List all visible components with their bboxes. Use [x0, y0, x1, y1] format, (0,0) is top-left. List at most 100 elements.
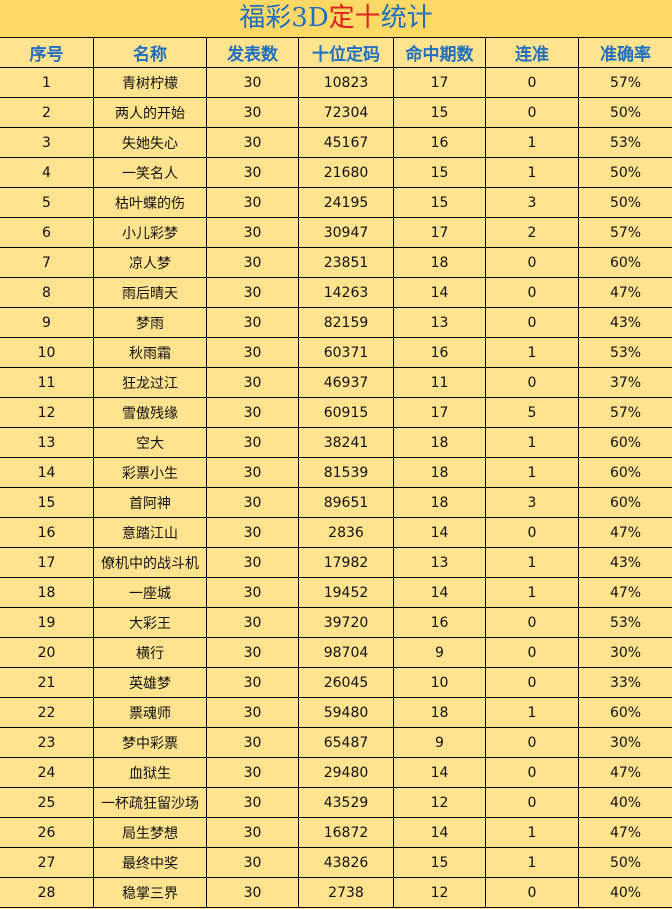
table-cell: 30 — [207, 488, 299, 518]
table-cell: 1 — [486, 848, 579, 878]
table-cell: 2738 — [299, 878, 394, 908]
table-cell: 1 — [486, 818, 579, 848]
table-cell: 30 — [207, 728, 299, 758]
table-cell: 60915 — [299, 398, 394, 428]
table-cell: 30 — [207, 458, 299, 488]
table-cell: 13 — [394, 548, 486, 578]
table-cell: 1 — [486, 458, 579, 488]
table-cell: 5 — [0, 188, 94, 218]
table-cell: 26 — [0, 818, 94, 848]
title-part: 福彩3D — [239, 3, 329, 33]
table-cell: 0 — [486, 668, 579, 698]
table-cell: 最终中奖 — [94, 848, 207, 878]
table-cell: 38241 — [299, 428, 394, 458]
table-cell: 0 — [486, 728, 579, 758]
table-cell: 0 — [486, 878, 579, 908]
table-cell: 23 — [0, 728, 94, 758]
table-cell: 16 — [394, 338, 486, 368]
table-cell: 3 — [486, 488, 579, 518]
title-part: 统计 — [380, 3, 433, 33]
table-cell: 47% — [579, 818, 672, 848]
table-cell: 43% — [579, 548, 672, 578]
table-cell: 13 — [394, 308, 486, 338]
header-cell: 十位定码 — [299, 38, 394, 68]
table-cell: 0 — [486, 278, 579, 308]
table-cell: 0 — [486, 68, 579, 98]
table-cell: 30 — [207, 578, 299, 608]
table-cell: 24195 — [299, 188, 394, 218]
table-cell: 30 — [207, 548, 299, 578]
table-cell: 26045 — [299, 668, 394, 698]
table-cell: 一笑名人 — [94, 158, 207, 188]
table-cell: 14 — [394, 278, 486, 308]
table-cell: 50% — [579, 848, 672, 878]
table-cell: 47% — [579, 518, 672, 548]
table-cell: 30 — [207, 98, 299, 128]
table-cell: 一杯疏狂留沙场 — [94, 788, 207, 818]
table-cell: 57% — [579, 398, 672, 428]
table-cell: 30 — [207, 188, 299, 218]
table-cell: 3 — [486, 188, 579, 218]
table-cell: 60% — [579, 458, 672, 488]
table-cell: 47% — [579, 278, 672, 308]
table-cell: 40% — [579, 788, 672, 818]
table-cell: 60% — [579, 428, 672, 458]
table-cell: 9 — [394, 638, 486, 668]
table-cell: 30947 — [299, 218, 394, 248]
table-cell: 梦中彩票 — [94, 728, 207, 758]
table-cell: 30 — [207, 638, 299, 668]
table-cell: 60% — [579, 698, 672, 728]
table-cell: 30 — [207, 218, 299, 248]
table: 序号 名称 发表数 十位定码 命中期数 连准 准确率 1 青树柠檬 30 10823 17 0 57% 2 两… — [0, 38, 672, 908]
table-cell: 29480 — [299, 758, 394, 788]
table-cell: 1 — [486, 428, 579, 458]
table-cell: 17982 — [299, 548, 394, 578]
table-cell: 40% — [579, 878, 672, 908]
table-cell: 1 — [0, 68, 94, 98]
table-cell: 30 — [207, 668, 299, 698]
table-cell: 14 — [0, 458, 94, 488]
table-cell: 12 — [394, 788, 486, 818]
table-cell: 22 — [0, 698, 94, 728]
table-cell: 16 — [0, 518, 94, 548]
table-cell: 30 — [207, 848, 299, 878]
table-cell: 10 — [394, 668, 486, 698]
table-cell: 空大 — [94, 428, 207, 458]
table-cell: 57% — [579, 68, 672, 98]
table-cell: 53% — [579, 128, 672, 158]
table-cell: 凉人梦 — [94, 248, 207, 278]
table-cell: 65487 — [299, 728, 394, 758]
table-cell: 30% — [579, 728, 672, 758]
table-cell: 30 — [207, 68, 299, 98]
table-cell: 10 — [0, 338, 94, 368]
table-cell: 28 — [0, 878, 94, 908]
table-cell: 票魂师 — [94, 698, 207, 728]
table-cell: 稳掌三界 — [94, 878, 207, 908]
title-part: 定十 — [328, 3, 381, 33]
title: 福彩3D定十统计 — [0, 0, 672, 38]
table-cell: 18 — [394, 488, 486, 518]
table-cell: 45167 — [299, 128, 394, 158]
table-cell: 82159 — [299, 308, 394, 338]
table-cell: 梦雨 — [94, 308, 207, 338]
table-cell: 98704 — [299, 638, 394, 668]
table-cell: 15 — [394, 848, 486, 878]
table-cell: 19 — [0, 608, 94, 638]
table-cell: 14 — [394, 818, 486, 848]
table-cell: 0 — [486, 368, 579, 398]
table-cell: 首阿神 — [94, 488, 207, 518]
table-cell: 19452 — [299, 578, 394, 608]
table-cell: 雪傲残缘 — [94, 398, 207, 428]
table-cell: 53% — [579, 608, 672, 638]
table-cell: 4 — [0, 158, 94, 188]
table-cell: 18 — [0, 578, 94, 608]
header-cell: 命中期数 — [394, 38, 486, 68]
table-cell: 23851 — [299, 248, 394, 278]
table-cell: 30 — [207, 338, 299, 368]
table-cell: 小儿彩梦 — [94, 218, 207, 248]
table-cell: 横行 — [94, 638, 207, 668]
table-cell: 2 — [486, 218, 579, 248]
table-cell: 7 — [0, 248, 94, 278]
table-cell: 10823 — [299, 68, 394, 98]
table-cell: 27 — [0, 848, 94, 878]
